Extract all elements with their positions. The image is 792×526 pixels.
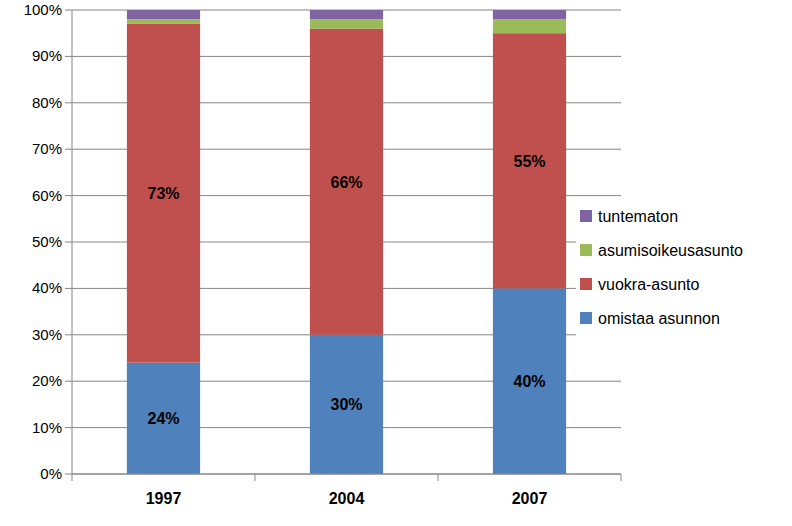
data-label: 40%: [513, 373, 545, 390]
bar-segment: [310, 29, 383, 335]
grid-line: [72, 474, 621, 475]
legend-swatch: [580, 210, 592, 222]
chart: 0% 10% 20% 30% 40% 50% 60% 70% 80% 90% 100% 24% 73% 3…: [0, 0, 792, 526]
y-tick-label: 60%: [32, 187, 62, 204]
data-labels: 24% 73% 30% 66% 40% 55%: [147, 153, 545, 428]
x-tick-label: 2007: [512, 490, 548, 507]
legend-swatch: [580, 244, 592, 256]
y-tick: [65, 334, 72, 335]
y-tick-label: 10%: [32, 419, 62, 436]
bar-segment: [493, 33, 566, 288]
y-tick-label: 20%: [32, 372, 62, 389]
y-axis: [72, 10, 73, 474]
legend: tuntematon asumisoikeusasunto vuokra-asunt…: [576, 202, 786, 338]
y-tick: [65, 102, 72, 103]
y-tick-label: 80%: [32, 94, 62, 111]
x-tick-label: 1997: [146, 490, 182, 507]
y-tick-label: 50%: [32, 233, 62, 250]
y-tick-label: 40%: [32, 279, 62, 296]
x-tick-label: 2004: [329, 490, 365, 507]
x-tick: [438, 474, 439, 481]
y-tick-label: 100%: [24, 1, 62, 18]
y-tick: [65, 381, 72, 382]
bar-segment: [127, 363, 200, 474]
bar-segment: [493, 19, 566, 33]
x-tick: [255, 474, 256, 481]
bar-segment: [310, 10, 383, 19]
y-tick: [65, 288, 72, 289]
y-tick-label: 0%: [40, 465, 62, 482]
legend-label: omistaa asunnon: [598, 310, 720, 327]
bar-segment: [310, 19, 383, 28]
bar-segment: [127, 24, 200, 363]
data-label: 66%: [330, 174, 362, 191]
bar-segment: [127, 10, 200, 19]
y-tick: [65, 10, 72, 11]
data-label: 73%: [147, 185, 179, 202]
y-tick: [65, 242, 72, 243]
y-tick: [65, 195, 72, 196]
x-tick: [621, 474, 622, 481]
x-axis: [72, 474, 621, 475]
legend-background: [576, 202, 786, 338]
legend-swatch: [580, 312, 592, 324]
y-tick: [65, 56, 72, 57]
bar-segment: [310, 335, 383, 474]
bar-segment: [493, 288, 566, 474]
data-label: 30%: [330, 396, 362, 413]
y-tick: [65, 427, 72, 428]
bars: [127, 10, 566, 474]
y-tick-label: 70%: [32, 140, 62, 157]
y-tick: [65, 474, 72, 475]
data-label: 24%: [147, 410, 179, 427]
bar-segment: [493, 10, 566, 19]
legend-label: asumisoikeusasunto: [598, 242, 743, 259]
y-tick-label: 90%: [32, 47, 62, 64]
legend-swatch: [580, 278, 592, 290]
y-tick: [65, 149, 72, 150]
grid: [65, 10, 621, 474]
x-tick: [72, 474, 73, 481]
y-tick-label: 30%: [32, 326, 62, 343]
legend-label: tuntematon: [598, 208, 678, 225]
data-label: 55%: [513, 153, 545, 170]
bar-segment: [127, 19, 200, 24]
legend-label: vuokra-asunto: [598, 276, 699, 293]
